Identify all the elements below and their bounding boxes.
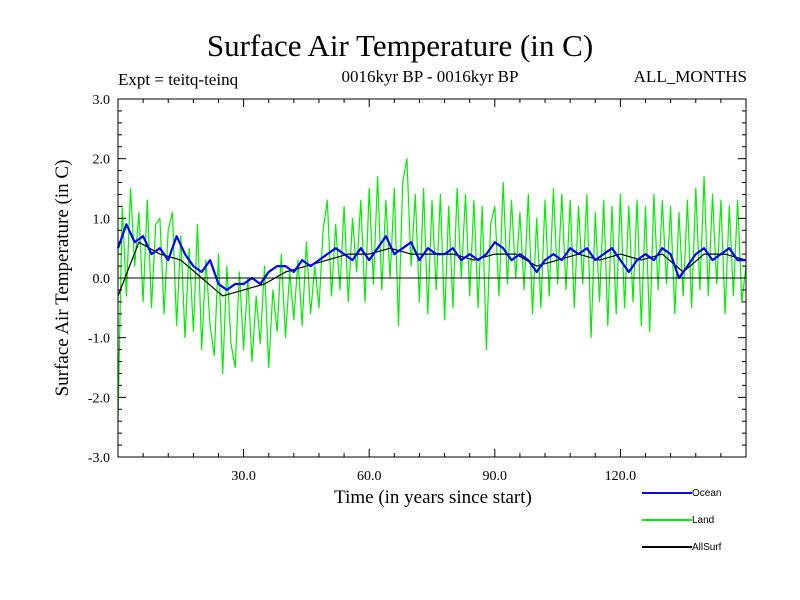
y-axis-title: Surface Air Temperature (in C) — [52, 160, 73, 397]
x-axis-title: Time (in years since start) — [334, 487, 532, 508]
period-label: 0016kyr BP - 0016kyr BP — [341, 67, 519, 86]
y-tick-label: 0.0 — [93, 272, 111, 287]
y-tick-label: -2.0 — [88, 391, 110, 406]
y-tick-label: -3.0 — [88, 451, 110, 466]
legend-label-ocean: Ocean — [692, 488, 721, 499]
y-tick-label: 1.0 — [93, 212, 111, 227]
x-tick-label: 60.0 — [357, 469, 382, 484]
series-line-land — [117, 158, 747, 422]
legend-label-land: Land — [692, 515, 714, 526]
plot-area — [116, 158, 747, 422]
x-tick-label: 30.0 — [231, 469, 256, 484]
y-tick-label: 3.0 — [93, 93, 111, 108]
legend-label-allsurf: AllSurf — [692, 542, 722, 553]
y-tick-label: -1.0 — [88, 332, 110, 347]
x-tick-label: 90.0 — [483, 469, 508, 484]
y-tick-label: 2.0 — [93, 153, 111, 168]
x-tick-label: 120.0 — [605, 469, 637, 484]
months-label: ALL_MONTHS — [633, 67, 747, 86]
chart-title: Surface Air Temperature (in C) — [206, 28, 594, 63]
legend: Ocean Land AllSurf — [642, 488, 722, 553]
axes: 3.0 2.0 1.0 0.0 -1.0 -2.0 -3.0 30.0 60.0 90.0 120.… — [88, 93, 747, 484]
series-line-ocean — [116, 223, 746, 291]
series-line-allsurf — [117, 241, 747, 297]
experiment-label: Expt = teitq-teinq — [118, 70, 239, 89]
